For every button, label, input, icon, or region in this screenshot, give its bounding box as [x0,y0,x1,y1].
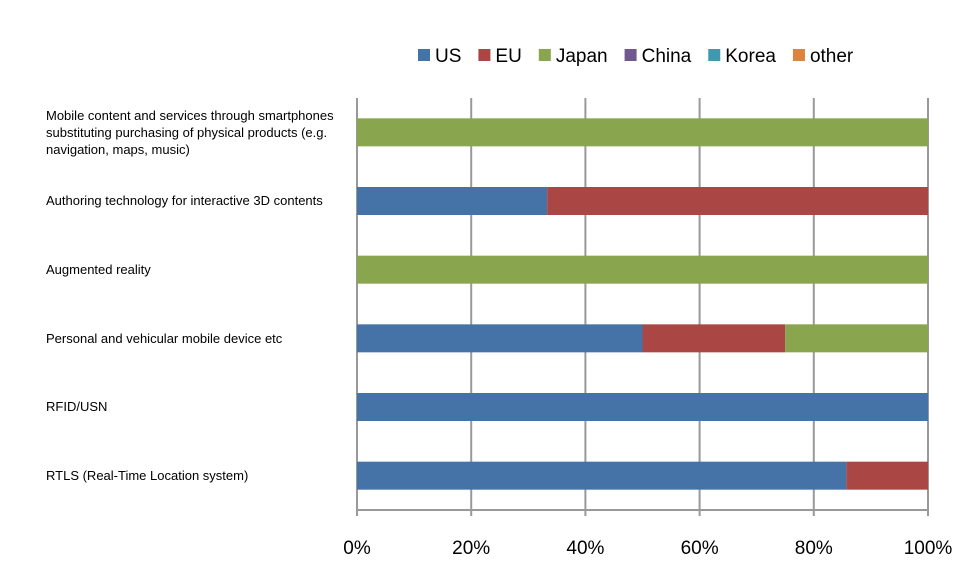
legend-label: other [810,46,854,67]
legend-label: China [642,46,692,67]
bar-segment [846,461,928,490]
bar-segment [357,187,548,215]
legend-swatch [478,49,491,61]
legend-label: Japan [556,46,608,67]
legend-swatch [624,49,637,61]
bar-segment [785,324,928,353]
legend-swatch [708,49,721,61]
legend-swatch [538,49,551,61]
bar-segment [357,461,847,490]
bar-segment [357,393,928,421]
bar-segment [547,187,928,215]
y-tick-label: RTLS (Real-Time Location system) [46,468,249,484]
bar-segment [642,324,786,353]
x-tick-label: 60% [681,538,719,559]
y-tick-label: Augmented reality [46,262,151,278]
y-tick-label: Mobile content and services through smar… [46,107,334,157]
y-tick-label: Personal and vehicular mobile device etc [46,330,283,346]
legend-label: EU [495,46,521,67]
legend-swatch [418,49,430,61]
bar-segment [357,118,928,147]
y-tick-label: Authoring technology for interactive 3D … [46,193,323,209]
bar-segment [357,255,928,284]
legend-label: US [435,46,461,67]
x-tick-label: 40% [566,538,604,559]
legend-swatch [792,49,805,61]
x-tick-label: 0% [343,538,371,559]
legend-label: Korea [725,46,776,67]
x-tick-label: 80% [795,538,833,559]
bar-segment [357,324,643,353]
x-tick-label: 20% [452,538,490,559]
y-tick-label: RFID/USN [46,399,108,415]
x-tick-label: 100% [904,538,953,559]
